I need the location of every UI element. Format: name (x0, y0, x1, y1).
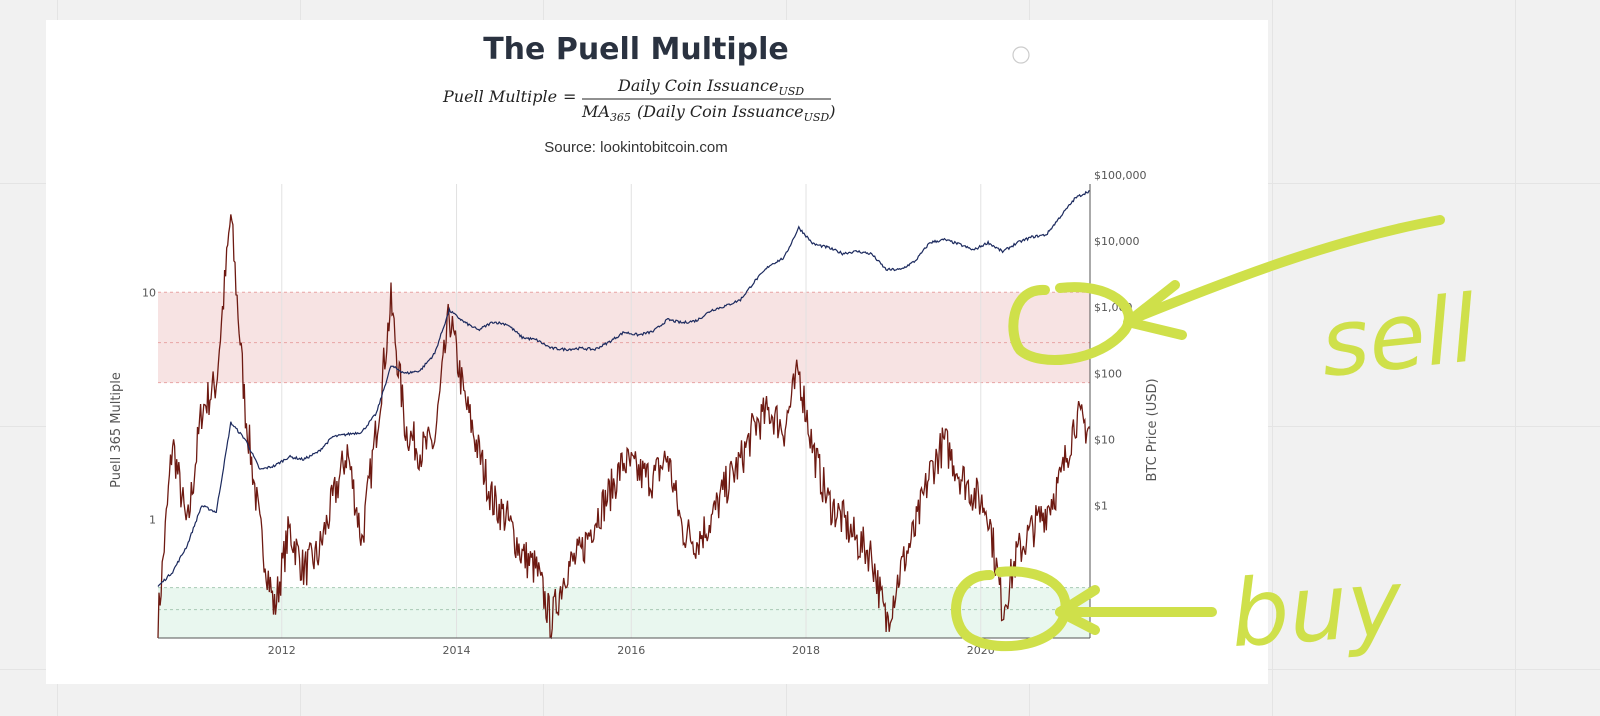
chart-subtitle: Source: lookintobitcoin.com (544, 139, 727, 156)
formula-denominator-prefix: MA (581, 102, 610, 121)
formula-denominator-main: (Daily Coin Issuance (637, 102, 804, 121)
y2-tick-label: $100 (1094, 367, 1122, 380)
formula-numerator-sub: USD (778, 85, 804, 98)
y2-tick-label: $10 (1094, 434, 1115, 447)
y-tick-label: 1 (149, 513, 156, 526)
y2-tick-label: $100,000 (1094, 169, 1147, 182)
chart-title: The Puell Multiple (483, 32, 789, 67)
chart-card: The Puell Multiple Puell Multiple = Dail… (46, 20, 1268, 684)
y2-tick-label: $1 (1094, 500, 1108, 513)
circle-icon[interactable] (1012, 46, 1030, 64)
formula-numerator: Daily Coin IssuanceUSD (617, 76, 804, 98)
formula-equals: = (563, 87, 576, 106)
formula-numerator-main: Daily Coin Issuance (617, 76, 778, 95)
chart-svg: The Puell Multiple Puell Multiple = Dail… (109, 32, 1160, 657)
formula-denominator-sub: USD (804, 111, 830, 124)
axes-layer: 2012 2014 2016 2018 2020 10 1 $100,000 $10,000 $1… (142, 169, 1147, 657)
formula-denominator: MA365 (Daily Coin IssuanceUSD) (581, 102, 836, 124)
x-tick-label: 2012 (268, 644, 296, 657)
buy-zone-band (158, 587, 1090, 638)
formula-lhs: Puell Multiple (442, 87, 557, 106)
sell-zone-band (158, 292, 1090, 383)
formula-denominator-close: ) (828, 102, 835, 121)
series-layer (157, 190, 1091, 640)
x-tick-label: 2020 (967, 644, 995, 657)
sell-annotation: sell (1316, 275, 1482, 398)
btc-price-series-line (157, 190, 1091, 587)
y2-tick-label: $10,000 (1094, 235, 1140, 248)
puell-series-line (157, 214, 1091, 640)
formula: Puell Multiple = Daily Coin IssuanceUSD … (442, 76, 836, 124)
x-tick-label: 2016 (617, 644, 645, 657)
grid-layer (281, 184, 982, 638)
x-tick-label: 2018 (792, 644, 820, 657)
bands-layer (158, 291, 1090, 639)
y2-tick-label: $1,000 (1094, 301, 1133, 314)
x-tick-label: 2014 (443, 644, 471, 657)
y-axis-title: Puell 365 Multiple (109, 372, 124, 488)
y-tick-label: 10 (142, 286, 156, 299)
formula-denominator-prefix-sub: 365 (610, 111, 631, 124)
y2-axis-title: BTC Price (USD) (1145, 378, 1160, 481)
